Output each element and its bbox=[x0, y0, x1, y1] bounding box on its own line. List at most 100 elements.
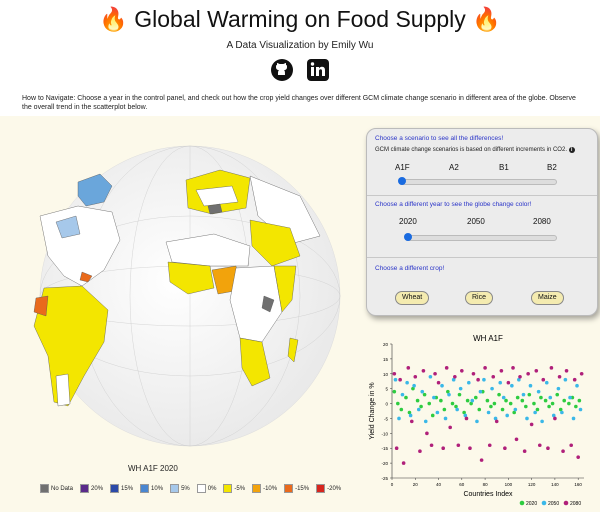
data-point-2080 bbox=[503, 446, 507, 451]
data-point-2080 bbox=[460, 369, 464, 373]
data-point-2050 bbox=[513, 407, 518, 412]
year-slider-handle[interactable] bbox=[404, 233, 412, 241]
data-point-2080 bbox=[553, 416, 557, 421]
greenland-region[interactable] bbox=[77, 173, 113, 207]
south-america-white-region[interactable] bbox=[55, 373, 71, 407]
data-point-2020 bbox=[392, 389, 397, 394]
data-point-2020 bbox=[399, 407, 404, 412]
data-point-2020 bbox=[550, 401, 555, 406]
data-point-2080 bbox=[522, 449, 527, 453]
legend-swatch bbox=[284, 484, 294, 493]
data-point-2050 bbox=[544, 380, 549, 385]
info-icon[interactable]: i bbox=[568, 147, 575, 153]
legend-item-15: 15% bbox=[110, 484, 133, 493]
south-america-region[interactable] bbox=[33, 285, 109, 407]
data-point-2020 bbox=[535, 407, 540, 412]
data-point-2020 bbox=[422, 392, 427, 397]
linkedin-icon[interactable] bbox=[306, 58, 330, 82]
west-africa-region[interactable] bbox=[167, 261, 215, 295]
scenario-slider[interactable] bbox=[398, 177, 557, 185]
europe-white-region[interactable] bbox=[195, 185, 239, 207]
scenario-option-a1f[interactable]: A1F bbox=[395, 163, 410, 172]
data-point-2050 bbox=[416, 407, 421, 412]
east-africa-region[interactable] bbox=[273, 265, 297, 313]
north-america-blue-region[interactable] bbox=[55, 215, 81, 239]
no-data-region[interactable] bbox=[207, 203, 223, 215]
data-point-2020 bbox=[515, 395, 520, 400]
data-point-2080 bbox=[392, 371, 397, 376]
data-point-2020 bbox=[427, 401, 432, 406]
data-point-2080 bbox=[506, 380, 511, 385]
data-point-2020 bbox=[539, 395, 543, 400]
wheat-button[interactable]: Wheat bbox=[395, 291, 430, 305]
x-tick-label: 80 bbox=[483, 482, 489, 487]
data-point-2020 bbox=[450, 401, 455, 406]
globe-caption: WH A1F 2020 bbox=[128, 464, 178, 473]
crop-title: Choose a different crop! bbox=[375, 265, 445, 272]
data-point-2080 bbox=[468, 446, 472, 451]
scenario-slider-handle[interactable] bbox=[398, 177, 406, 185]
data-point-2050 bbox=[551, 413, 556, 418]
data-point-2080 bbox=[436, 380, 441, 385]
year-slider[interactable] bbox=[404, 233, 557, 241]
year-option-2020[interactable]: 2020 bbox=[399, 217, 417, 226]
legend-label: 10% bbox=[151, 485, 164, 492]
data-point-2050 bbox=[420, 389, 425, 394]
scenario-note: GCM climate change scenarios is based on… bbox=[375, 147, 575, 153]
north-africa-region[interactable] bbox=[165, 233, 251, 267]
year-section: Choose a different year to see the globe… bbox=[367, 195, 597, 258]
rice-button[interactable]: Rice bbox=[465, 291, 494, 305]
data-point-2050 bbox=[408, 413, 413, 418]
data-point-2050 bbox=[528, 383, 533, 388]
legend-item-5: 5% bbox=[170, 484, 190, 493]
data-point-2050 bbox=[540, 419, 544, 424]
data-point-2080 bbox=[483, 366, 487, 370]
data-point-2080 bbox=[537, 443, 542, 448]
legend-item-minus-15: -15% bbox=[284, 484, 309, 493]
madagascar-region[interactable] bbox=[287, 337, 299, 363]
south-america-orange-region[interactable] bbox=[33, 295, 49, 317]
no-data-region-2[interactable] bbox=[261, 295, 275, 313]
russia-region[interactable] bbox=[249, 175, 321, 245]
data-point-2020 bbox=[462, 410, 466, 415]
legend-swatch bbox=[196, 484, 206, 493]
y-tick-label: 20 bbox=[383, 342, 389, 347]
data-point-2050 bbox=[563, 377, 568, 382]
globe-map[interactable] bbox=[0, 116, 360, 482]
github-icon[interactable] bbox=[270, 58, 294, 82]
legend-swatch bbox=[40, 484, 49, 493]
year-option-2080[interactable]: 2080 bbox=[533, 217, 551, 226]
data-point-2080 bbox=[425, 431, 429, 436]
southern-africa-region[interactable] bbox=[239, 337, 271, 387]
x-tick-label: 100 bbox=[505, 482, 513, 487]
x-tick-label: 120 bbox=[528, 482, 536, 487]
x-tick-label: 60 bbox=[459, 482, 465, 487]
scenario-option-a2[interactable]: A2 bbox=[449, 163, 459, 172]
scenario-option-b2[interactable]: B2 bbox=[547, 163, 557, 172]
legend-label: 0% bbox=[207, 485, 217, 492]
data-point-2080 bbox=[453, 374, 457, 379]
data-point-2050 bbox=[463, 413, 468, 418]
data-point-2020 bbox=[396, 401, 400, 406]
legend-marker-2080 bbox=[563, 500, 569, 506]
caribbean-region[interactable] bbox=[79, 271, 93, 283]
maize-button[interactable]: Maize bbox=[531, 291, 564, 305]
data-point-2050 bbox=[578, 407, 583, 412]
data-point-2080 bbox=[518, 374, 522, 379]
x-tick-label: 160 bbox=[574, 482, 582, 487]
scenario-option-b1[interactable]: B1 bbox=[499, 163, 509, 172]
data-point-2050 bbox=[571, 416, 576, 421]
data-point-2080 bbox=[494, 419, 499, 424]
year-option-2050[interactable]: 2050 bbox=[467, 217, 485, 226]
legend-label-2080: 2080 bbox=[570, 501, 581, 507]
data-point-2050 bbox=[467, 380, 471, 385]
data-point-2020 bbox=[473, 395, 478, 400]
data-point-2050 bbox=[470, 398, 475, 403]
y-tick-label: 0 bbox=[385, 402, 388, 407]
data-point-2020 bbox=[439, 398, 443, 403]
middle-east-region[interactable] bbox=[249, 219, 301, 267]
data-point-2080 bbox=[546, 446, 550, 451]
data-point-2050 bbox=[525, 416, 529, 421]
visualization-area: WH A1F 2020 No Data 20% 15% 10% 5% 0% -5… bbox=[0, 116, 600, 512]
data-point-2080 bbox=[471, 371, 476, 376]
